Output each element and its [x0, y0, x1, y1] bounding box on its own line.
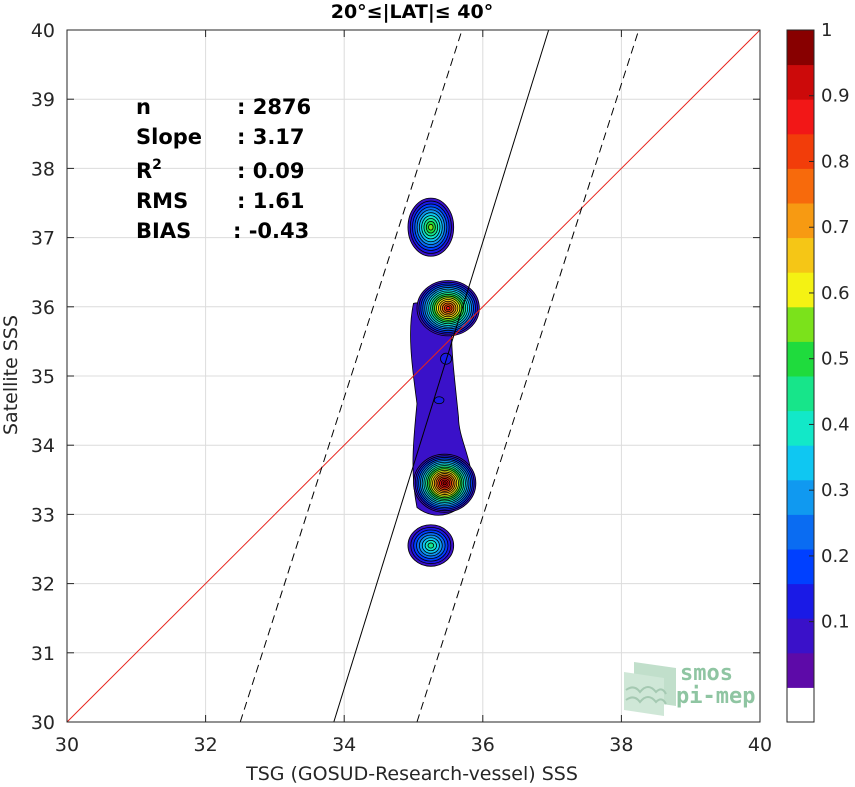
colorbar-segment — [787, 64, 814, 100]
colorbar-tick-label: 0.9 — [821, 86, 850, 107]
x-axis-label: TSG (GOSUD-Research-vessel) SSS — [245, 763, 578, 785]
y-tick-label: 40 — [31, 20, 55, 42]
stat-r2-value: : 0.09 — [237, 159, 305, 183]
colorbar-segment — [787, 549, 814, 585]
stat-slope-label: Slope — [136, 125, 202, 149]
reference-lines — [66, 29, 761, 723]
colorbar-segment — [787, 30, 814, 66]
colorbar-segment — [787, 168, 814, 204]
colorbar-tick-label: 0.4 — [821, 414, 850, 435]
smos-pi-mep-logo: smos pi-mep — [624, 661, 755, 716]
colorbar-segment — [787, 272, 814, 308]
stat-r2-label: R2 — [136, 157, 162, 183]
x-tick-label: 30 — [55, 734, 79, 756]
blob-37.2 — [407, 197, 455, 257]
regression-line — [333, 29, 550, 723]
logo-line-pi-mep: pi-mep — [676, 684, 755, 709]
bound-line — [239, 29, 463, 723]
stat-rms-value: : 1.61 — [237, 189, 305, 213]
colorbar-ticks: 0.1 0.2 0.3 0.4 0.5 0.6 0.7 0.8 0.9 1 — [809, 20, 850, 633]
y-tick-label: 34 — [31, 435, 55, 457]
contour-level — [428, 223, 434, 231]
y-tick-label: 37 — [31, 228, 55, 250]
colorbar-segment — [787, 237, 814, 273]
y-tick-label: 38 — [31, 158, 55, 180]
y-tick-label: 35 — [31, 366, 55, 388]
colorbar-tick-label: 0.1 — [821, 612, 850, 633]
y-tick-label: 32 — [31, 574, 55, 596]
colorbar-segment — [787, 687, 814, 723]
colorbar-tick-label: 1 — [821, 20, 832, 41]
colorbar-tick-label: 0.8 — [821, 151, 850, 172]
colorbar-tick-label: 0.3 — [821, 480, 850, 501]
y-tick-label: 39 — [31, 89, 55, 111]
stat-bias-label: BIAS — [136, 219, 191, 243]
colorbar-frame — [786, 29, 815, 723]
y-tick-label: 30 — [31, 712, 55, 734]
colorbar — [786, 29, 815, 723]
x-tick-label: 40 — [748, 734, 772, 756]
stat-slope-value: : 3.17 — [237, 125, 305, 149]
bound-line — [416, 29, 640, 723]
colorbar-segment — [787, 618, 814, 654]
x-tick-label: 32 — [194, 734, 218, 756]
contour-level — [442, 481, 447, 486]
blob-32.6 — [407, 524, 455, 567]
one-to-one-line — [66, 29, 761, 723]
stat-r2-superscript: 2 — [152, 157, 162, 173]
colorbar-segment — [787, 133, 814, 169]
x-tick-label: 34 — [332, 734, 356, 756]
colorbar-tick-label: 0.2 — [821, 546, 850, 567]
chart-title: 20°≤|LAT|≤ 40° — [331, 1, 494, 23]
stat-bias-value: : -0.43 — [233, 219, 309, 243]
y-tick-label: 36 — [31, 297, 55, 319]
y-axis-ticks: 30 31 32 33 34 35 36 37 38 39 40 — [31, 20, 760, 734]
colorbar-tick-label: 0.5 — [821, 349, 850, 370]
density-contours — [407, 197, 480, 567]
colorbar-segment — [787, 410, 814, 446]
x-tick-label: 36 — [471, 734, 495, 756]
stat-n-value: : 2876 — [237, 95, 311, 119]
contour-feature — [433, 396, 445, 405]
colorbar-segment — [787, 203, 814, 239]
colorbar-segment — [787, 479, 814, 515]
colorbar-segment — [787, 514, 814, 550]
stat-rms-label: RMS — [136, 189, 188, 213]
statistics-box: n : 2876 Slope : 3.17 R2 : 0.09 RMS : 1.… — [136, 95, 311, 243]
colorbar-segment — [787, 99, 814, 135]
y-axis-label: Satellite SSS — [0, 315, 22, 435]
colorbar-tick-label: 0.7 — [821, 217, 850, 238]
logo-line-smos: smos — [680, 661, 733, 686]
y-tick-label: 31 — [31, 643, 55, 665]
x-tick-label: 38 — [609, 734, 633, 756]
contour-level — [445, 306, 451, 311]
contour-level — [427, 542, 435, 549]
blob-36.0 — [416, 280, 480, 337]
y-tick-label: 33 — [31, 504, 55, 526]
colorbar-segment — [787, 376, 814, 412]
colorbar-tick-label: 0.6 — [821, 283, 850, 304]
x-axis-ticks: 30 32 34 36 38 40 — [55, 30, 772, 756]
colorbar-segment — [787, 445, 814, 481]
colorbar-segment — [787, 583, 814, 619]
colorbar-segment — [787, 652, 814, 688]
colorbar-segment — [787, 306, 814, 342]
blob-33.5 — [413, 453, 477, 513]
stat-n-label: n — [136, 95, 151, 119]
